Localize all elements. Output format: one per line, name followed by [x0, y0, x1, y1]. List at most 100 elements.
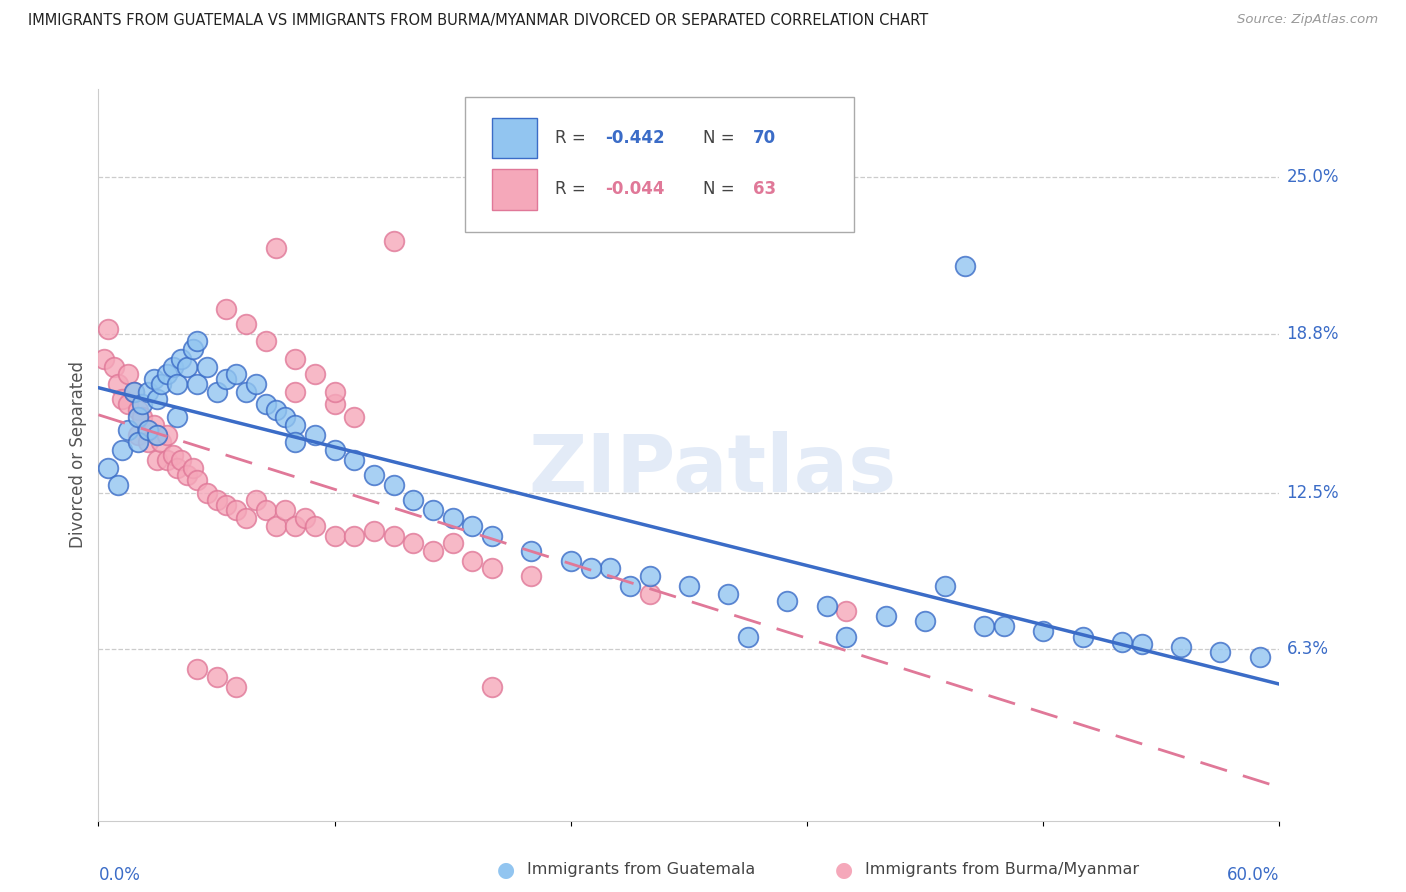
Point — [284, 435, 307, 450]
Point — [245, 493, 267, 508]
Point — [205, 493, 228, 508]
Text: 0.0%: 0.0% — [98, 866, 141, 884]
Point — [142, 417, 165, 432]
Point — [215, 372, 238, 386]
Point — [186, 662, 208, 676]
Point — [142, 372, 165, 386]
Point — [146, 392, 169, 407]
Point — [127, 435, 149, 450]
Point — [776, 594, 799, 608]
Point — [875, 609, 897, 624]
Point — [225, 368, 247, 382]
Text: 6.3%: 6.3% — [1286, 640, 1329, 658]
FancyBboxPatch shape — [492, 169, 537, 210]
Text: IMMIGRANTS FROM GUATEMALA VS IMMIGRANTS FROM BURMA/MYANMAR DIVORCED OR SEPARATED: IMMIGRANTS FROM GUATEMALA VS IMMIGRANTS … — [28, 13, 928, 29]
Point — [195, 359, 218, 374]
Point — [363, 524, 385, 538]
FancyBboxPatch shape — [464, 96, 855, 232]
Point — [304, 368, 326, 382]
Point — [1032, 624, 1054, 639]
Point — [186, 377, 208, 392]
Text: R =: R = — [555, 180, 592, 198]
Point — [166, 460, 188, 475]
Text: ●: ● — [835, 860, 852, 880]
Point — [678, 579, 700, 593]
Point — [146, 427, 169, 442]
Point — [186, 473, 208, 487]
Point — [1249, 649, 1271, 664]
Point — [97, 322, 120, 336]
Point — [402, 536, 425, 550]
Point — [422, 503, 444, 517]
Point — [481, 561, 503, 575]
Point — [146, 453, 169, 467]
Point — [156, 427, 179, 442]
Text: R =: R = — [555, 129, 592, 147]
Point — [150, 377, 173, 392]
Point — [181, 460, 204, 475]
Point — [304, 518, 326, 533]
Point — [146, 427, 169, 442]
Point — [737, 630, 759, 644]
Point — [599, 561, 621, 575]
Text: 60.0%: 60.0% — [1227, 866, 1279, 884]
Point — [481, 208, 503, 222]
Point — [225, 680, 247, 694]
Point — [343, 528, 366, 542]
Point — [363, 468, 385, 483]
Point — [717, 587, 740, 601]
Text: ZIPatlas: ZIPatlas — [529, 431, 897, 508]
Point — [284, 518, 307, 533]
Point — [103, 359, 125, 374]
Text: N =: N = — [703, 129, 740, 147]
Point — [107, 478, 129, 492]
Point — [973, 619, 995, 633]
Point — [520, 569, 543, 583]
Y-axis label: Divorced or Separated: Divorced or Separated — [69, 361, 87, 549]
Point — [638, 569, 661, 583]
Point — [254, 334, 277, 349]
Point — [402, 493, 425, 508]
Point — [560, 554, 582, 568]
Point — [235, 511, 257, 525]
Point — [156, 453, 179, 467]
Point — [481, 680, 503, 694]
Point — [136, 423, 159, 437]
Point — [127, 402, 149, 417]
Point — [343, 410, 366, 425]
Point — [1111, 634, 1133, 648]
Point — [323, 397, 346, 411]
Point — [835, 630, 858, 644]
Point — [111, 442, 134, 457]
Point — [294, 511, 316, 525]
Point — [441, 536, 464, 550]
Point — [422, 543, 444, 558]
Point — [107, 377, 129, 392]
Point — [166, 410, 188, 425]
Point — [235, 317, 257, 331]
Point — [254, 397, 277, 411]
Point — [122, 384, 145, 399]
Point — [382, 234, 405, 248]
Point — [481, 528, 503, 542]
Point — [934, 579, 956, 593]
Text: 70: 70 — [752, 129, 776, 147]
Text: 25.0%: 25.0% — [1286, 169, 1339, 186]
Point — [245, 377, 267, 392]
Point — [579, 561, 602, 575]
Text: -0.442: -0.442 — [605, 129, 665, 147]
Point — [117, 423, 139, 437]
Point — [993, 619, 1015, 633]
Point — [441, 511, 464, 525]
Point — [619, 579, 641, 593]
Point — [162, 359, 184, 374]
Point — [181, 342, 204, 356]
Point — [520, 543, 543, 558]
Text: N =: N = — [703, 180, 740, 198]
Point — [914, 615, 936, 629]
Point — [1209, 645, 1232, 659]
Point — [205, 670, 228, 684]
Point — [274, 503, 297, 517]
Point — [162, 448, 184, 462]
Point — [127, 410, 149, 425]
